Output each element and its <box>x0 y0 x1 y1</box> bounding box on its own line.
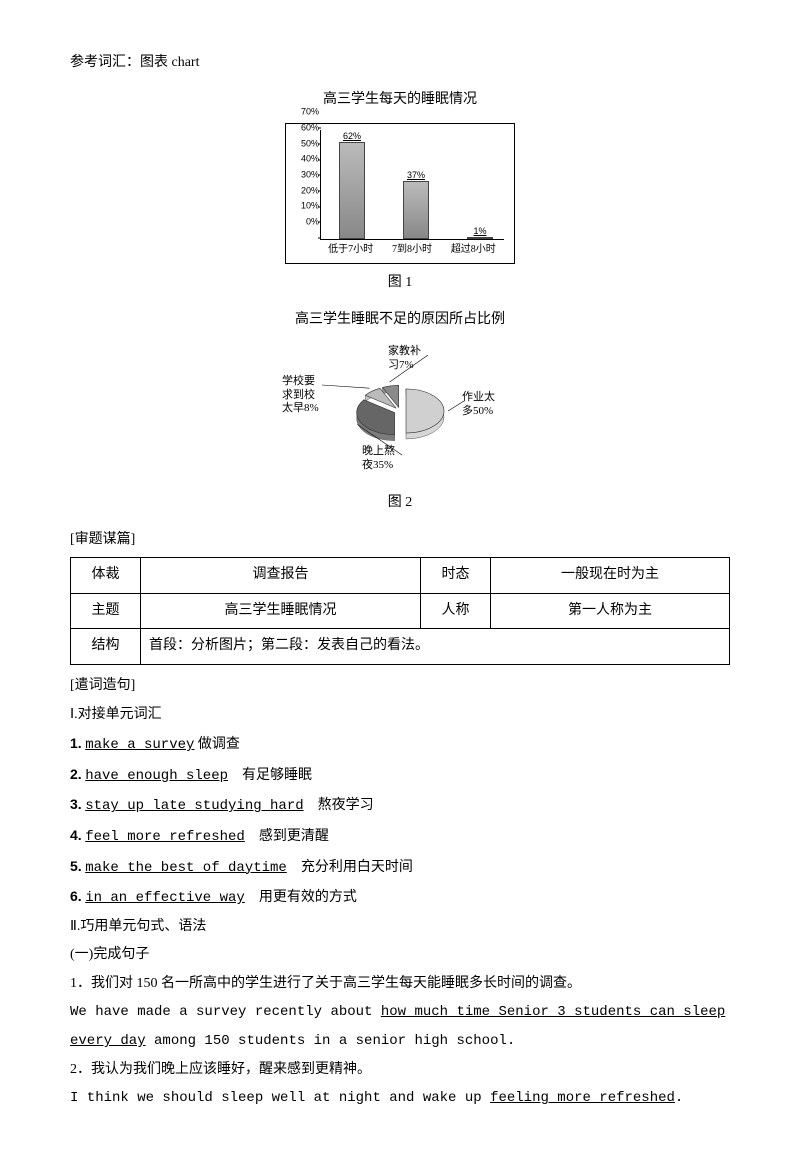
bar-tickmark <box>318 128 321 129</box>
cell: 人称 <box>421 593 491 629</box>
bar-rect <box>403 181 429 239</box>
item-number: 6. <box>70 888 82 904</box>
vocab-item: 5. make the best of daytime 充分利用白天时间 <box>70 853 730 882</box>
vocab-underline: make a survey <box>85 737 194 753</box>
text: I think we should sleep well at night an… <box>70 1090 490 1106</box>
bar-ytick: 70% <box>291 104 319 121</box>
sentence1-a2: every day among 150 students in a senior… <box>70 1028 730 1055</box>
text: among 150 students in a senior high scho… <box>146 1033 516 1049</box>
vocab-translation: 有足够睡眠 <box>228 768 312 783</box>
vocab-translation: 做调查 <box>194 737 240 752</box>
sentence2-q: 2．我认为我们晚上应该睡好，醒来感到更精神。 <box>70 1057 730 1084</box>
bar: 37% <box>403 181 429 239</box>
pie-label: 家教补习7% <box>388 345 421 371</box>
pie-chart: 作业太多50% 晚上熬夜35% 学校要求到校太早8% 家教补习7% <box>270 343 530 473</box>
item-number: 2. <box>70 766 82 782</box>
fig2-label: 图 2 <box>70 490 730 517</box>
pie-label: 学校要求到校太早8% <box>282 375 319 415</box>
cell: 主题 <box>71 593 141 629</box>
bar-plot: 0%10%20%30%40%50%60%70%62%37%1% <box>320 130 504 240</box>
vocab-translation: 熬夜学习 <box>304 798 374 813</box>
vocab-translation: 感到更清醒 <box>245 829 329 844</box>
bar-rect <box>339 142 365 239</box>
vocab-translation: 用更有效的方式 <box>245 890 357 905</box>
section-words: [遣词造句] <box>70 673 730 700</box>
part1-title: Ⅰ.对接单元词汇 <box>70 702 730 729</box>
bar-tickmark <box>318 222 321 223</box>
bar-ytick: 30% <box>291 166 319 183</box>
cell: 体裁 <box>71 558 141 594</box>
pie-chart-wrap: 作业太多50% 晚上熬夜35% 学校要求到校太早8% 家教补习7% <box>70 343 730 484</box>
pie-leader <box>322 385 369 388</box>
sentence2-a: I think we should sleep well at night an… <box>70 1085 730 1112</box>
bar-xlabels: 低于7小时 7到8小时超过8小时 <box>320 240 504 259</box>
vocab-item: 2. have enough sleep 有足够睡眠 <box>70 761 730 790</box>
chart2-title: 高三学生睡眠不足的原因所占比例 <box>70 307 730 334</box>
section-analyze: [审题谋篇] <box>70 527 730 554</box>
text-underline: every day <box>70 1033 146 1049</box>
bar-value-label: 1% <box>473 223 486 240</box>
bar-xlabel: 7到8小时 <box>384 240 440 259</box>
vocab-translation: 充分利用白天时间 <box>287 860 413 875</box>
cell: 第一人称为主 <box>491 593 730 629</box>
vocab-underline: in an effective way <box>85 890 245 906</box>
bar: 1% <box>467 237 493 239</box>
text-underline: how much time Senior 3 students can slee… <box>381 1004 725 1020</box>
item-number: 1. <box>70 735 82 751</box>
vocab-underline: feel more refreshed <box>85 829 245 845</box>
item-number: 5. <box>70 858 82 874</box>
bar: 62% <box>339 142 365 239</box>
pie-label: 作业太多50% <box>462 391 495 417</box>
analysis-table: 体裁 调查报告 时态 一般现在时为主 主题 高三学生睡眠情况 人称 第一人称为主… <box>70 557 730 665</box>
bar-tickmark <box>318 206 321 207</box>
table-row: 体裁 调查报告 时态 一般现在时为主 <box>71 558 730 594</box>
item-number: 4. <box>70 827 82 843</box>
cell: 一般现在时为主 <box>491 558 730 594</box>
vocab-item: 3. stay up late studying hard 熬夜学习 <box>70 791 730 820</box>
text-underline: feeling more refreshed <box>490 1090 675 1106</box>
fig1-label: 图 1 <box>70 270 730 297</box>
bar-ytick: 60% <box>291 119 319 136</box>
bar-tickmark <box>318 238 321 239</box>
bar-value-label: 62% <box>343 128 361 145</box>
vocab-underline: make the best of daytime <box>85 860 287 876</box>
bar-tickmark <box>318 191 321 192</box>
pie-label: 晚上熬夜35% <box>362 445 395 471</box>
text: . <box>675 1090 683 1106</box>
cell: 高三学生睡眠情况 <box>141 593 421 629</box>
vocab-item: 6. in an effective way 用更有效的方式 <box>70 883 730 912</box>
part2-title: Ⅱ.巧用单元句式、语法 <box>70 914 730 941</box>
bar-tickmark <box>318 143 321 144</box>
bar-chart: 0%10%20%30%40%50%60%70%62%37%1% 低于7小时7到8… <box>285 123 515 264</box>
cell: 时态 <box>421 558 491 594</box>
table-row: 主题 高三学生睡眠情况 人称 第一人称为主 <box>71 593 730 629</box>
bar-chart-wrap: 0%10%20%30%40%50%60%70%62%37%1% 低于7小时7到8… <box>70 123 730 264</box>
vocab-list: 1. make a survey 做调查2. have enough sleep… <box>70 730 730 912</box>
bar-ytick: 40% <box>291 151 319 168</box>
bar-xlabel: 低于7小时 <box>323 240 379 259</box>
vocab-item: 4. feel more refreshed 感到更清醒 <box>70 822 730 851</box>
bar-value-label: 37% <box>407 167 425 184</box>
bar-ytick: 0% <box>291 214 319 231</box>
sentence1-a: We have made a survey recently about how… <box>70 999 730 1026</box>
bar-tickmark <box>318 159 321 160</box>
sub1-title: (一)完成句子 <box>70 942 730 969</box>
text: We have made a survey recently about <box>70 1004 381 1020</box>
vocab-item: 1. make a survey 做调查 <box>70 730 730 759</box>
vocab-underline: stay up late studying hard <box>85 798 303 814</box>
reference-vocab: 参考词汇：图表 chart <box>70 50 730 77</box>
cell: 调查报告 <box>141 558 421 594</box>
cell: 结构 <box>71 629 141 665</box>
cell: 首段：分析图片；第二段：发表自己的看法。 <box>141 629 730 665</box>
chart1-title: 高三学生每天的睡眠情况 <box>70 87 730 114</box>
bar-xlabel: 超过8小时 <box>445 240 501 259</box>
bar-tickmark <box>318 175 321 176</box>
vocab-underline: have enough sleep <box>85 768 228 784</box>
bar-ytick: 10% <box>291 198 319 215</box>
item-number: 3. <box>70 796 82 812</box>
bar-ytick: 50% <box>291 135 319 152</box>
bar-ytick: 20% <box>291 182 319 199</box>
sentence1-q: 1．我们对 150 名一所高中的学生进行了关于高三学生每天能睡眠多长时间的调查。 <box>70 971 730 998</box>
table-row: 结构 首段：分析图片；第二段：发表自己的看法。 <box>71 629 730 665</box>
